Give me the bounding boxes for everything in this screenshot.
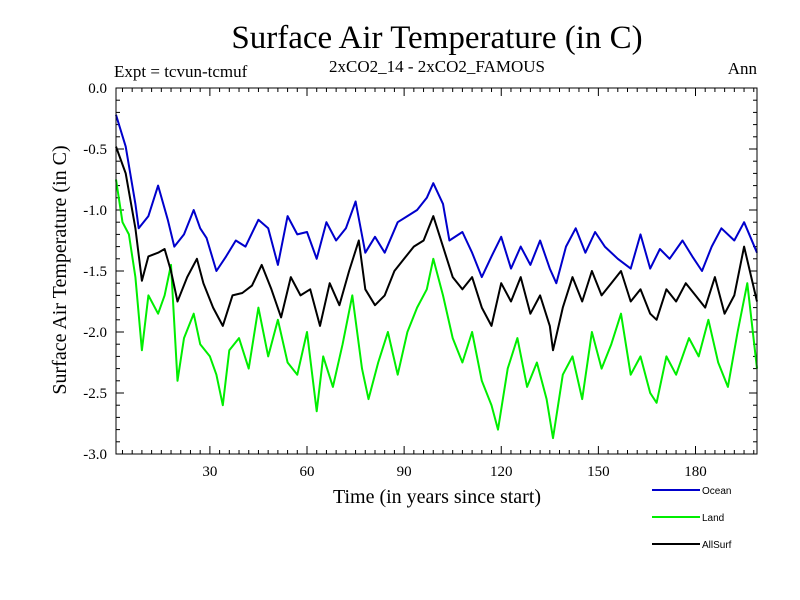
- series-lines: [115, 114, 758, 440]
- axis-tick-labels: 0.0 -0.5 -1.0 -1.5 -2.0 -2.5 -3.0 30 60 90 120 150 1…: [83, 81, 706, 480]
- y-tick-label: -1.0: [83, 203, 107, 219]
- x-tick-label: 120: [490, 464, 513, 480]
- x-tick-label: 30: [202, 464, 217, 480]
- y-axis-label: Surface Air Temperature (in C): [49, 145, 71, 394]
- legend-label-allsurf: AllSurf: [702, 540, 732, 551]
- x-tick-label: 180: [684, 464, 707, 480]
- y-tick-label: -1.5: [83, 264, 107, 280]
- chart-title: Surface Air Temperature (in C): [231, 20, 642, 56]
- x-axis-label: Time (in years since start): [333, 486, 541, 508]
- y-tick-label: 0.0: [88, 81, 107, 97]
- plot-frame: [115, 87, 758, 455]
- series-line-land: [115, 179, 758, 440]
- y-tick-label: -2.0: [83, 325, 107, 341]
- y-tick-label: -0.5: [83, 142, 107, 158]
- series-line-allsurf: [115, 146, 758, 352]
- y-tick-label: -3.0: [83, 447, 107, 463]
- subtitle-left: Expt = tcvun-tcmuf: [114, 62, 248, 81]
- x-tick-label: 60: [300, 464, 315, 480]
- legend: Ocean Land AllSurf: [652, 486, 732, 551]
- series-line-ocean: [115, 114, 758, 285]
- x-tick-label: 90: [397, 464, 412, 480]
- y-tick-label: -2.5: [83, 386, 107, 402]
- axis-ticks: [116, 87, 757, 455]
- legend-label-land: Land: [702, 513, 724, 524]
- subtitle-center: 2xCO2_14 - 2xCO2_FAMOUS: [329, 57, 545, 76]
- subtitle-right: Ann: [728, 59, 758, 78]
- legend-label-ocean: Ocean: [702, 486, 731, 497]
- x-tick-label: 150: [587, 464, 610, 480]
